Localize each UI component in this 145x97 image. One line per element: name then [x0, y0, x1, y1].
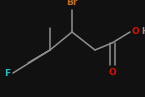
Text: O: O — [131, 26, 139, 36]
Text: O: O — [108, 68, 116, 77]
Text: Br: Br — [66, 0, 78, 7]
Text: F: F — [4, 69, 10, 78]
Text: H: H — [141, 26, 145, 36]
